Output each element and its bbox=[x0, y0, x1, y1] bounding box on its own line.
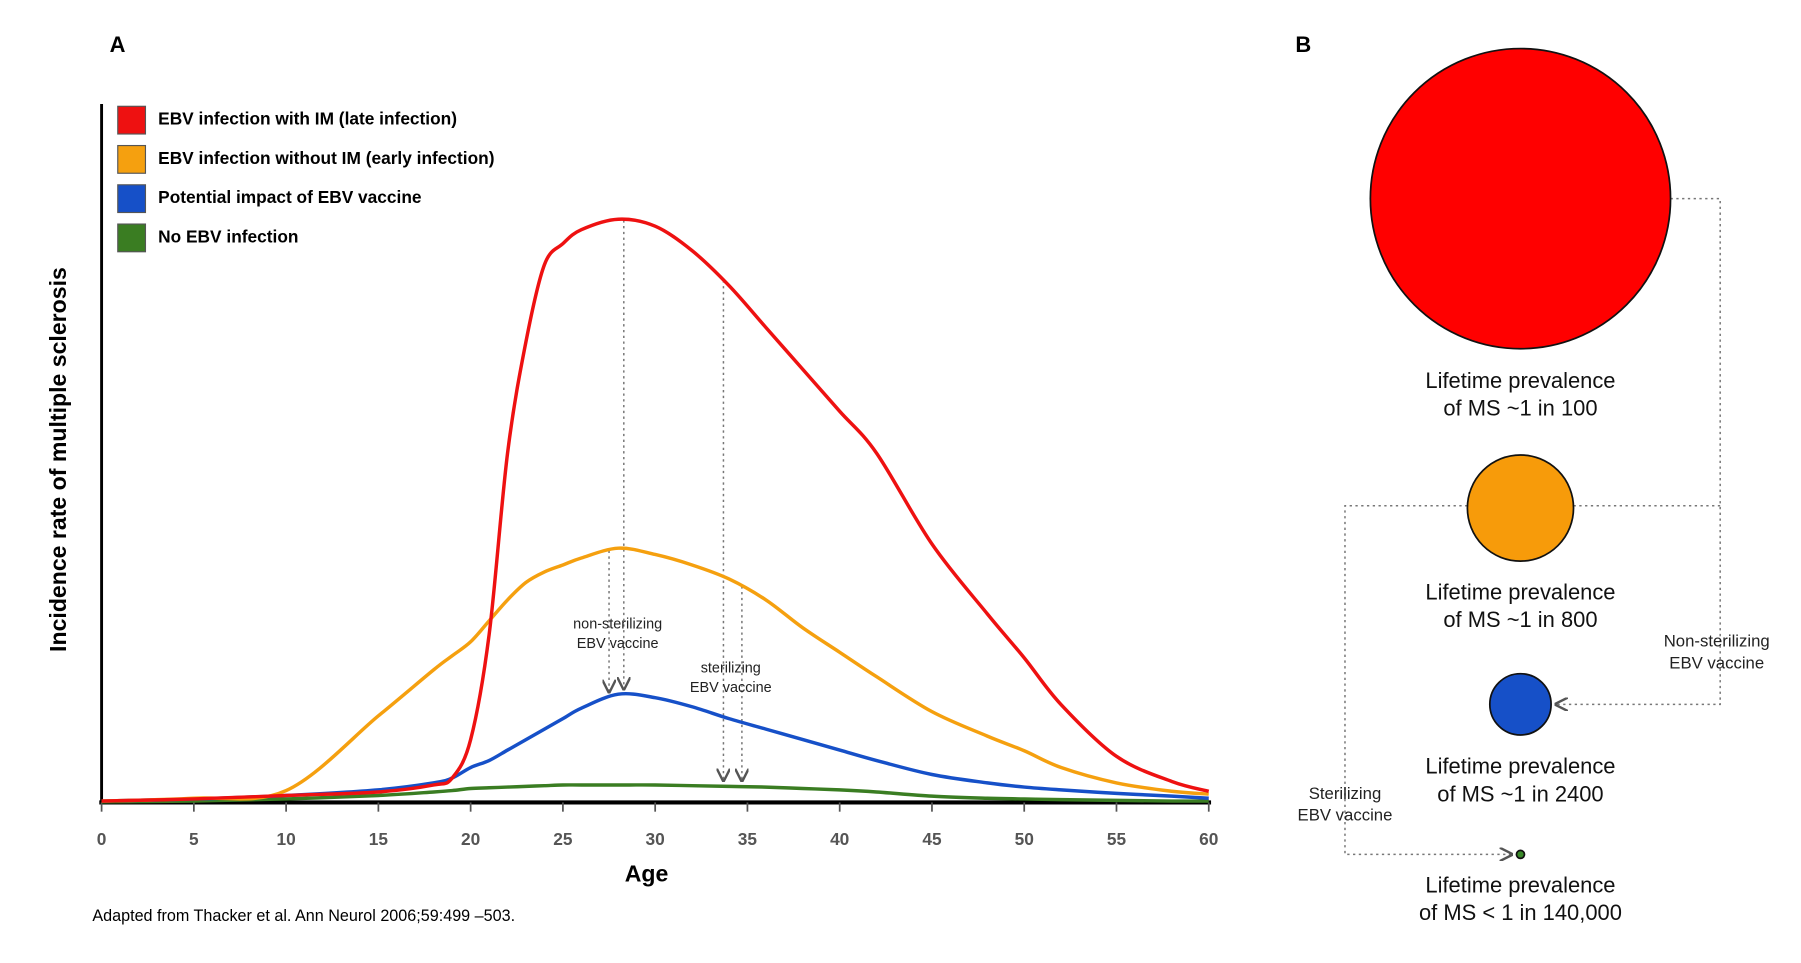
connector bbox=[1556, 197, 1721, 705]
y-axis-label: Incidence rate of multiple sclerosis bbox=[45, 267, 71, 652]
annotation: EBV vaccine bbox=[690, 680, 772, 696]
annotation: sterilizing bbox=[701, 660, 761, 676]
x-tick-label: 20 bbox=[461, 829, 480, 849]
source-note: Adapted from Thacker et al. Ann Neurol 2… bbox=[92, 907, 515, 925]
bubble-label: Lifetime prevalence bbox=[1425, 579, 1615, 604]
series-line bbox=[101, 546, 1209, 803]
series-line bbox=[101, 217, 1210, 803]
x-tick-label: 45 bbox=[922, 829, 942, 849]
x-tick-label: 50 bbox=[1015, 829, 1034, 849]
x-axis-label: Age bbox=[625, 860, 669, 886]
x-tick-label: 5 bbox=[189, 829, 199, 849]
connector bbox=[1344, 504, 1512, 855]
prevalence-bubble bbox=[1488, 672, 1552, 736]
prevalence-bubble bbox=[1466, 454, 1575, 562]
bubble-label: of MS ~1 in 100 bbox=[1443, 396, 1597, 421]
x-tick-label: 25 bbox=[553, 829, 573, 849]
legend-label: EBV infection with IM (late infection) bbox=[158, 109, 457, 129]
series-line bbox=[101, 691, 1209, 803]
series-line bbox=[101, 783, 1209, 804]
x-tick-label: 35 bbox=[738, 829, 758, 849]
legend-label: EBV infection without IM (early infectio… bbox=[158, 148, 494, 168]
legend-swatch bbox=[117, 184, 147, 214]
x-tick-label: 15 bbox=[369, 829, 389, 849]
bubble-label: Lifetime prevalence bbox=[1425, 368, 1615, 393]
panel-title: B bbox=[1295, 32, 1311, 57]
x-tick-label: 30 bbox=[646, 829, 665, 849]
bubble-label: of MS ~1 in 800 bbox=[1443, 607, 1597, 632]
legend-label: No EBV infection bbox=[158, 226, 298, 246]
x-tick-label: 40 bbox=[830, 829, 849, 849]
x-tick-label: 10 bbox=[276, 829, 295, 849]
annotation: Non-sterilizing bbox=[1664, 631, 1770, 650]
prevalence-bubble bbox=[1515, 849, 1526, 860]
panel-title: A bbox=[110, 32, 126, 57]
annotation: EBV vaccine bbox=[1298, 806, 1393, 825]
annotation: EBV vaccine bbox=[577, 636, 659, 652]
bubble-label: Lifetime prevalence bbox=[1425, 873, 1615, 898]
prevalence-bubble bbox=[1369, 47, 1672, 350]
legend-swatch bbox=[117, 223, 147, 253]
bubble-label: of MS < 1 in 140,000 bbox=[1419, 900, 1622, 925]
bubble-label: of MS ~1 in 2400 bbox=[1437, 781, 1603, 806]
x-tick-label: 0 bbox=[97, 829, 107, 849]
legend-label: Potential impact of EBV vaccine bbox=[158, 187, 422, 207]
x-tick-label: 60 bbox=[1199, 829, 1218, 849]
annotation: non-sterilizing bbox=[573, 616, 662, 632]
annotation: EBV vaccine bbox=[1669, 653, 1764, 672]
legend-swatch bbox=[117, 144, 147, 174]
x-tick-label: 55 bbox=[1107, 829, 1127, 849]
annotation: Sterilizing bbox=[1309, 784, 1382, 803]
bubble-label: Lifetime prevalence bbox=[1425, 754, 1615, 779]
legend-swatch bbox=[117, 105, 147, 135]
